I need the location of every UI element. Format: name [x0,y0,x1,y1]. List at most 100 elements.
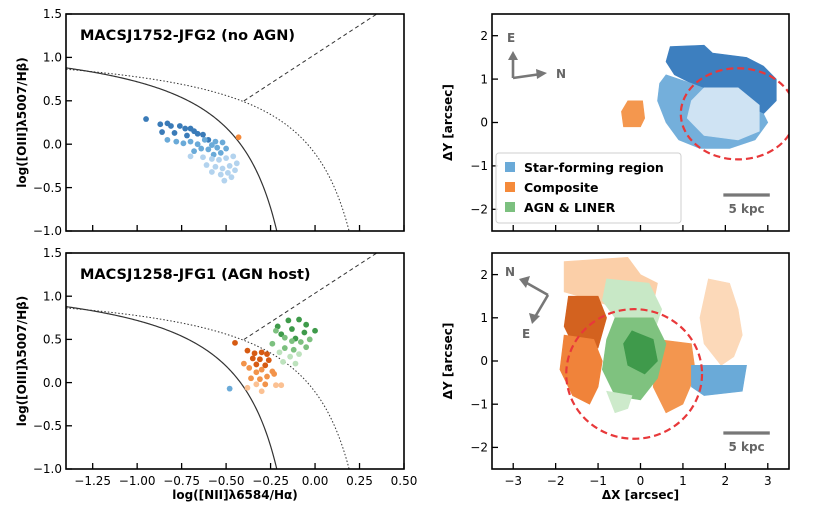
data-point [235,134,242,141]
compass-north-head [519,276,530,288]
compass-east-head [508,51,518,60]
x-tick-label: 0.50 [391,474,418,488]
x-tick-label: −0.25 [252,474,289,488]
data-point [159,129,165,135]
spaxel-region [686,87,760,141]
legend-label: Composite [524,180,599,195]
y-tick-label: −2 [470,203,488,217]
x-tick-label: 2 [722,474,730,488]
x-tick-label: 1 [679,474,687,488]
data-point [143,116,149,122]
compass-north-arrow [524,280,549,297]
data-point [212,163,219,170]
bpt-panel-bottom: −1.0 −0.5 0.0 0.5 1.0 1.5 −1.25 −1.00 −0.75 −0.50… [15,246,418,502]
data-point [292,360,299,367]
data-point [262,362,269,369]
data-point [287,353,294,360]
x-axis-label: log([NII]λ6584/Hα) [172,488,298,502]
data-point [223,145,230,152]
data-point [244,347,251,354]
data-point [306,336,313,343]
aperture-ellipse [565,308,704,440]
data-point [233,160,240,167]
data-point [226,163,233,169]
data-point [164,136,171,143]
kauffmann-line [66,306,278,469]
data-point [265,357,272,364]
map-panel-bottom: −2 −1 0 1 2 −3 −2 −1 0 1 2 3 ΔY [arcsec] ΔX [arcsec] 5… [441,252,790,502]
spaxel-region [699,278,743,366]
data-point [187,153,194,160]
legend-label: AGN & LINER [524,200,616,215]
x-tick-label: −2 [547,474,565,488]
panel-title: MACSJ1752-JFG2 (no AGN) [80,28,295,44]
data-point [230,153,237,160]
y-tick-label: 0.5 [43,333,62,347]
y-tick-label: −0.5 [33,419,62,433]
kewley-line [66,68,350,231]
data-point [240,360,247,367]
legend: Star-forming region Composite AGN & LINER [495,152,682,224]
data-point [303,344,310,351]
y-tick-label: 0 [480,116,488,130]
x-tick-label: −1.00 [119,474,156,488]
compass-label-right: N [556,67,566,81]
scale-bar-label: 5 kpc [728,202,764,216]
data-point [208,156,215,162]
x-tick-label: −1.25 [74,474,111,488]
legend-box [495,152,682,224]
bpt-panel-top: −1.0 −0.5 0.0 0.5 1.0 1.5 MACSJ1752-JFG2 (no A… [15,7,405,238]
data-point [208,169,215,175]
scale-bar-label: 5 kpc [728,440,764,454]
x-tick-label: 0.00 [302,474,329,488]
data-point [258,366,265,373]
data-point [216,156,222,163]
legend-swatch [505,162,515,172]
x-tick-label: −3 [504,474,522,488]
data-point [224,169,231,176]
seyfert-liner-line [243,14,378,102]
data-point [285,317,292,324]
kewley-line [66,307,350,469]
data-point [248,375,254,382]
compass-east-arrow [533,294,550,318]
data-point [258,349,265,356]
data-point [198,145,205,152]
data-point [171,130,178,136]
compass-label-up: N [505,265,515,279]
data-point [289,338,295,345]
y-tick-label: 2 [480,268,488,282]
map-area [621,44,789,161]
kauffmann-line [66,67,278,231]
data-point [278,331,285,338]
data-point [201,136,208,143]
data-point [228,174,235,181]
y-tick-label: −1 [470,159,488,173]
spaxel-region [691,365,747,396]
data-point [168,123,174,129]
data-point [184,132,190,139]
y-tick-label: −2 [470,441,488,455]
data-point [289,326,295,332]
spaxel-region [652,339,697,414]
data-point [200,131,206,138]
data-point [208,142,215,148]
map-area [559,256,747,440]
y-tick-label: 1.5 [43,7,62,21]
spaxel-region [621,100,646,128]
data-point [219,165,226,172]
data-point [269,340,276,347]
data-point [264,373,270,380]
data-point [312,327,318,334]
data-point [303,321,310,328]
data-point [173,138,180,145]
data-point [217,149,224,156]
data-point [273,327,279,334]
data-point [244,384,251,391]
data-point [191,148,197,155]
data-point [258,388,265,395]
y-tick-label: 1.0 [43,51,62,65]
data-point [217,171,224,178]
y-tick-label: −1 [470,397,488,411]
